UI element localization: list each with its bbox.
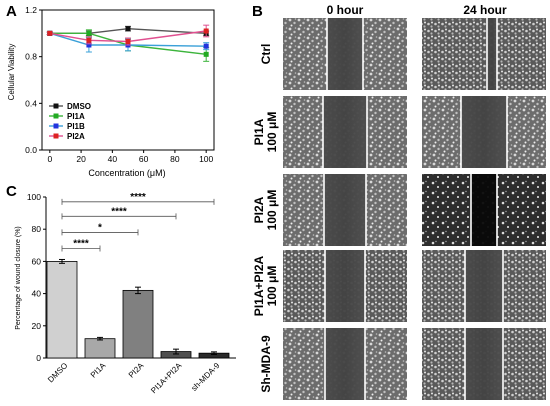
panel-a-xtick-label: 80 xyxy=(170,154,180,164)
category-label-dmso: DMSO xyxy=(46,361,69,384)
panel-a-xtick-label: 40 xyxy=(108,154,118,164)
row-sublabel-4: 100 μM xyxy=(265,266,279,307)
panel-a-ylabel: Cellular Viability xyxy=(7,44,16,101)
row-sublabel-3: 100 μM xyxy=(265,190,279,231)
panel-c-bars: DMSO PI1A PI2A PI1A+PI2A sh-MDA-9 xyxy=(46,258,230,396)
row-label-4: PI1A+PI2A xyxy=(252,255,266,316)
wound-gap xyxy=(327,18,363,90)
wound-gap xyxy=(325,250,365,322)
wound-gap xyxy=(487,18,497,90)
panel-a-ytick-label: 0.4 xyxy=(25,98,37,108)
data-point-pi1b xyxy=(86,42,92,48)
micrograph-r1-c2 xyxy=(422,18,546,90)
row-label-1: Ctrl xyxy=(259,44,273,65)
category-label-pi2a: PI2A xyxy=(127,361,146,380)
series-line-pi1b xyxy=(49,32,207,47)
row-label-5: Sh-MDA-9 xyxy=(259,335,273,393)
data-point-pi1b xyxy=(203,43,209,49)
panel-a-label: A xyxy=(6,3,17,20)
data-point-pi1a xyxy=(86,30,92,36)
legend-entry-dmso: DMSO xyxy=(67,102,91,111)
legend-entry-pi1a: PI1A xyxy=(67,112,85,121)
panel-c-ytick-label: 80 xyxy=(32,224,42,234)
panel-a-ytick-label: 0.0 xyxy=(25,145,37,155)
panel-c: C 0 20 40 60 80 100 DMSO PI1A PI2A PI1A+PI2A sh-M… xyxy=(6,183,236,395)
series-line-pi1a xyxy=(49,32,207,56)
panel-c-ytick-label: 20 xyxy=(32,321,42,331)
data-point-pi2a xyxy=(125,39,131,44)
panel-a: A 0 20 40 60 80 100 0.0 0.4 0.8 1.2 DMSOPI1API1BP… xyxy=(6,3,215,178)
panel-c-ytick-label: 40 xyxy=(32,289,42,299)
column-header-0h: 0 hour xyxy=(327,3,364,17)
legend-marker xyxy=(53,133,59,139)
significance-label: **** xyxy=(73,239,89,250)
panel-a-frame xyxy=(41,9,215,151)
panel-a-xtick-label: 100 xyxy=(199,154,213,164)
significance-label: **** xyxy=(111,206,127,217)
row-label-3: PI2A xyxy=(252,196,266,223)
data-point-pi2a xyxy=(86,37,92,43)
bar-pi1a xyxy=(84,338,116,359)
wound-gap xyxy=(471,174,497,246)
panel-c-ytick-label: 60 xyxy=(32,256,42,266)
data-point-pi2a xyxy=(47,30,53,36)
legend-marker xyxy=(53,103,59,109)
row-sublabel-2: 100 μM xyxy=(265,112,279,153)
panel-b-label: B xyxy=(252,3,263,20)
significance-label: * xyxy=(98,222,102,233)
panel-a-xtick-label: 20 xyxy=(76,154,86,164)
panel-c-label: C xyxy=(6,183,17,200)
bar-dmso xyxy=(46,260,78,359)
panel-a-ytick-label: 1.2 xyxy=(25,5,37,15)
panel-c-ylabel: Percentage of wound closure (%) xyxy=(15,226,22,330)
category-label-sh-mda-9: sh-MDA-9 xyxy=(190,361,222,393)
panel-a-xtick-label: 0 xyxy=(47,154,52,164)
panel-a-series xyxy=(46,24,210,62)
category-label-pi1a+pi2a: PI1A+PI2A xyxy=(149,361,184,396)
panel-a-xlabel: Concentration (μM) xyxy=(88,168,165,178)
data-point-dmso xyxy=(125,26,131,32)
category-label-pi1a: PI1A xyxy=(89,361,108,380)
micrograph-grid xyxy=(283,18,546,400)
legend-marker xyxy=(53,113,59,119)
legend-entry-pi2a: PI2A xyxy=(67,132,85,141)
significance-label: **** xyxy=(130,192,146,203)
panel-c-ytick-label: 0 xyxy=(36,353,41,363)
panel-a-ytick-label: 0.8 xyxy=(25,52,37,62)
legend-entry-pi1b: PI1B xyxy=(67,122,85,131)
wound-gap xyxy=(461,96,507,168)
data-point-pi1a xyxy=(203,51,209,57)
column-header-24h: 24 hour xyxy=(463,3,507,17)
legend-marker xyxy=(53,123,59,129)
panel-c-ytick-label: 100 xyxy=(27,192,41,202)
wound-gap xyxy=(465,328,503,400)
wound-gap xyxy=(465,250,503,322)
wound-gap xyxy=(323,96,367,168)
bar-pi2a xyxy=(122,289,154,359)
series-line-pi2a xyxy=(49,30,207,43)
panel-a-xtick-label: 60 xyxy=(139,154,149,164)
panel-c-significance: ************* xyxy=(61,192,215,252)
wound-gap xyxy=(324,174,366,246)
panel-a-axes: 0 20 40 60 80 100 0.0 0.4 0.8 1.2 xyxy=(25,5,215,164)
data-point-pi2a xyxy=(203,28,209,34)
row-label-2: PI1A xyxy=(252,118,266,145)
wound-gap xyxy=(325,328,365,400)
